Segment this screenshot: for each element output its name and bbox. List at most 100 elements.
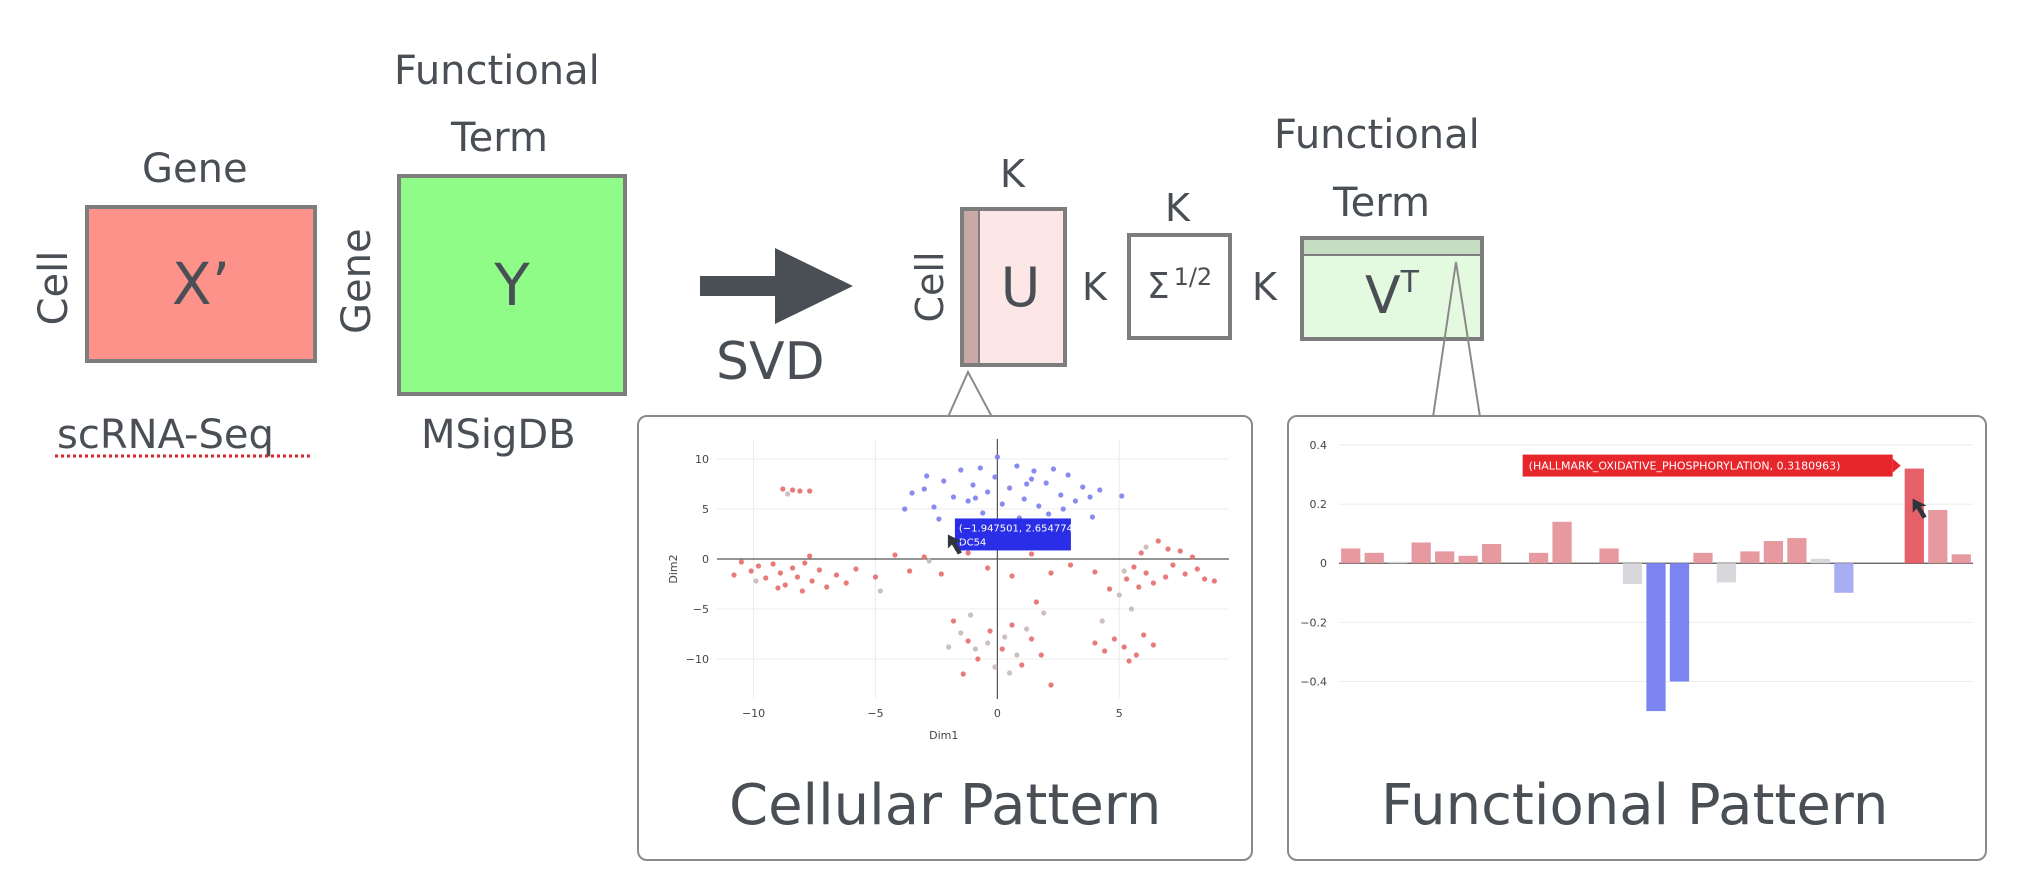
spellcheck-underline: [55, 454, 310, 458]
y-tick-label: −10: [686, 653, 709, 666]
scatter-point: [809, 578, 815, 584]
scatter-point: [1141, 632, 1147, 638]
bar: [1599, 548, 1619, 564]
scatter-point: [1045, 511, 1052, 517]
scatter-point: [1024, 626, 1030, 632]
cursor-icon: [947, 534, 962, 555]
y-tick-label: 0.2: [1310, 498, 1328, 511]
scatter-point: [748, 568, 754, 574]
u-symbol: U: [1000, 255, 1041, 319]
scatter-point: [992, 664, 998, 670]
scatter-point: [877, 588, 883, 594]
msigdb-label: MSigDB: [421, 412, 576, 458]
bar: [1482, 543, 1502, 564]
scatter-point: [731, 572, 737, 578]
svd-arrow-icon: [700, 248, 853, 324]
bar: [1740, 551, 1760, 564]
scatter-point: [833, 572, 840, 578]
scatter-point: [1072, 498, 1078, 504]
scatter-point: [921, 486, 927, 492]
tooltip-coords: (−1.947501, 2.654774): [959, 523, 1077, 534]
cellular-pattern-caption: Cellular Pattern: [729, 773, 1162, 838]
scatter-point: [1119, 493, 1125, 499]
term-top-label-1: Term: [451, 115, 548, 161]
scatter-point: [1006, 670, 1013, 676]
bar: [1411, 542, 1431, 564]
scatter-point: [1009, 622, 1015, 628]
y-tick-label: −0.4: [1300, 676, 1327, 689]
functional-top-label-2: Functional: [1274, 112, 1480, 158]
scatter-point: [1163, 574, 1169, 580]
scatter-point: [775, 585, 781, 591]
scatter-point: [975, 656, 981, 662]
scatter-point: [950, 494, 957, 500]
bar: [1528, 552, 1549, 564]
x-tick-label: 5: [1116, 707, 1123, 720]
scatter-point: [816, 567, 822, 573]
scatter-point: [992, 474, 998, 480]
scatter-point: [1106, 586, 1113, 592]
u-first-column: [964, 211, 980, 363]
scatter-point: [807, 553, 813, 559]
scatter-point: [1028, 551, 1035, 557]
scatter-point: [1021, 496, 1027, 502]
scatter-point: [1150, 580, 1157, 586]
scatter-point: [872, 574, 879, 580]
scatter-point: [1043, 480, 1049, 486]
y-symbol: Y: [494, 251, 530, 319]
bar: [1716, 563, 1737, 583]
y-axis-label: Dim2: [667, 554, 680, 583]
scatter-point: [1038, 652, 1044, 658]
scatter-point: [1080, 484, 1086, 490]
scatter-point: [1138, 550, 1144, 556]
tooltip-pointer: [1892, 458, 1901, 473]
bar: [1364, 552, 1384, 564]
bar: [1435, 551, 1455, 564]
scatter-point: [1014, 652, 1020, 658]
scatter-point: [958, 467, 964, 473]
x-prime-matrix: X’: [85, 205, 317, 363]
scatter-point: [1126, 658, 1132, 664]
scatter-point: [965, 550, 971, 556]
term-top-label-2: Term: [1333, 180, 1430, 226]
scatter-point: [1150, 642, 1157, 648]
scatter-point: [1143, 570, 1149, 576]
scatter-point: [755, 563, 762, 569]
scatter-point: [1028, 636, 1035, 642]
scatter-point: [907, 568, 913, 574]
scatter-point: [892, 552, 898, 558]
scatter-point: [770, 561, 776, 567]
scatter-point: [1041, 610, 1047, 616]
scatter-point: [1136, 584, 1142, 590]
scatter-point: [1092, 640, 1098, 646]
scatter-point: [1097, 487, 1103, 493]
scatter-point: [785, 491, 791, 497]
scatter-point: [1131, 564, 1137, 570]
scatter-point: [807, 488, 813, 494]
scatter-point: [1048, 570, 1054, 576]
scatter-point: [965, 638, 971, 644]
scatter-point: [946, 644, 952, 650]
tooltip-cell-name: DC54: [959, 537, 986, 548]
bar: [1928, 509, 1948, 564]
scatter-point: [941, 478, 947, 484]
scatter-point: [950, 618, 957, 624]
scatter-point: [1065, 472, 1071, 478]
gene-top-label: Gene: [142, 146, 248, 192]
scatter-point: [1170, 562, 1176, 568]
scatter-point: [1133, 652, 1139, 658]
scatter-point: [1111, 636, 1118, 642]
scatter-point: [1019, 662, 1025, 668]
scatter-point: [753, 578, 759, 584]
x-tick-label: 0: [994, 707, 1001, 720]
scatter-point: [1177, 548, 1183, 554]
scatter-point: [799, 588, 805, 594]
scatter-point: [1124, 576, 1130, 582]
bar: [1951, 554, 1971, 564]
scatter-point: [987, 628, 993, 634]
scatter-point: [1058, 492, 1064, 498]
scatter-point: [1060, 506, 1066, 512]
scatter-point: [1182, 571, 1188, 577]
scatter-point: [924, 473, 930, 479]
scatter-point: [958, 630, 964, 636]
